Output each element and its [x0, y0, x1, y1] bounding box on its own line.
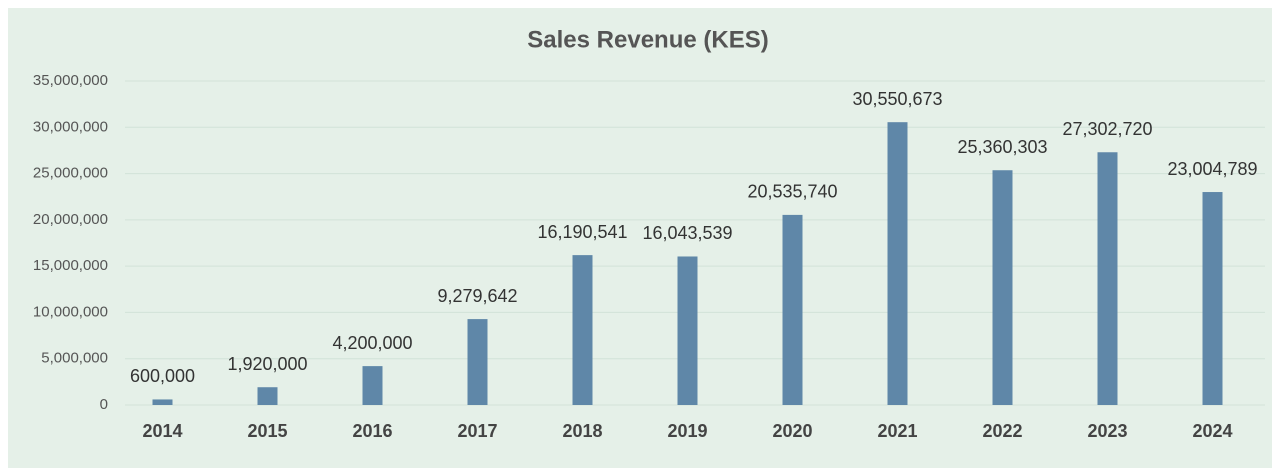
x-tick-label: 2016: [352, 421, 392, 441]
bar: [1097, 152, 1118, 405]
bar: [467, 319, 488, 405]
y-tick-label: 30,000,000: [33, 118, 108, 135]
x-tick-label: 2023: [1087, 421, 1127, 441]
chart-background: [8, 8, 1272, 468]
bar: [1202, 192, 1223, 405]
data-label: 4,200,000: [332, 333, 412, 353]
bar: [152, 399, 173, 405]
bar: [677, 256, 698, 405]
y-tick-label: 10,000,000: [33, 303, 108, 320]
y-tick-label: 25,000,000: [33, 165, 108, 182]
x-tick-label: 2015: [247, 421, 287, 441]
x-tick-label: 2020: [772, 421, 812, 441]
data-label: 600,000: [130, 366, 195, 386]
x-tick-label: 2024: [1192, 421, 1232, 441]
data-label: 20,535,740: [747, 182, 837, 202]
bar: [992, 170, 1013, 405]
data-label: 23,004,789: [1167, 159, 1257, 179]
bar: [887, 122, 908, 406]
x-tick-label: 2014: [142, 421, 182, 441]
y-tick-label: 35,000,000: [33, 72, 108, 89]
bar: [362, 366, 383, 405]
y-tick-label: 15,000,000: [33, 257, 108, 274]
data-label: 1,920,000: [227, 354, 307, 374]
bar: [257, 387, 278, 405]
data-label: 16,043,539: [642, 223, 732, 243]
y-tick-label: 0: [100, 396, 108, 413]
x-tick-label: 2021: [877, 421, 917, 441]
x-tick-label: 2018: [562, 421, 602, 441]
x-tick-label: 2019: [667, 421, 707, 441]
x-tick-label: 2022: [982, 421, 1022, 441]
data-label: 27,302,720: [1062, 119, 1152, 139]
data-label: 30,550,673: [852, 89, 942, 109]
data-label: 9,279,642: [437, 286, 517, 306]
data-label: 16,190,541: [537, 222, 627, 242]
bar: [572, 255, 593, 405]
x-tick-label: 2017: [457, 421, 497, 441]
chart-title: Sales Revenue (KES): [527, 26, 768, 53]
bar: [782, 214, 803, 405]
data-label: 25,360,303: [957, 137, 1047, 157]
y-tick-label: 5,000,000: [41, 350, 108, 367]
y-tick-label: 20,000,000: [33, 211, 108, 228]
